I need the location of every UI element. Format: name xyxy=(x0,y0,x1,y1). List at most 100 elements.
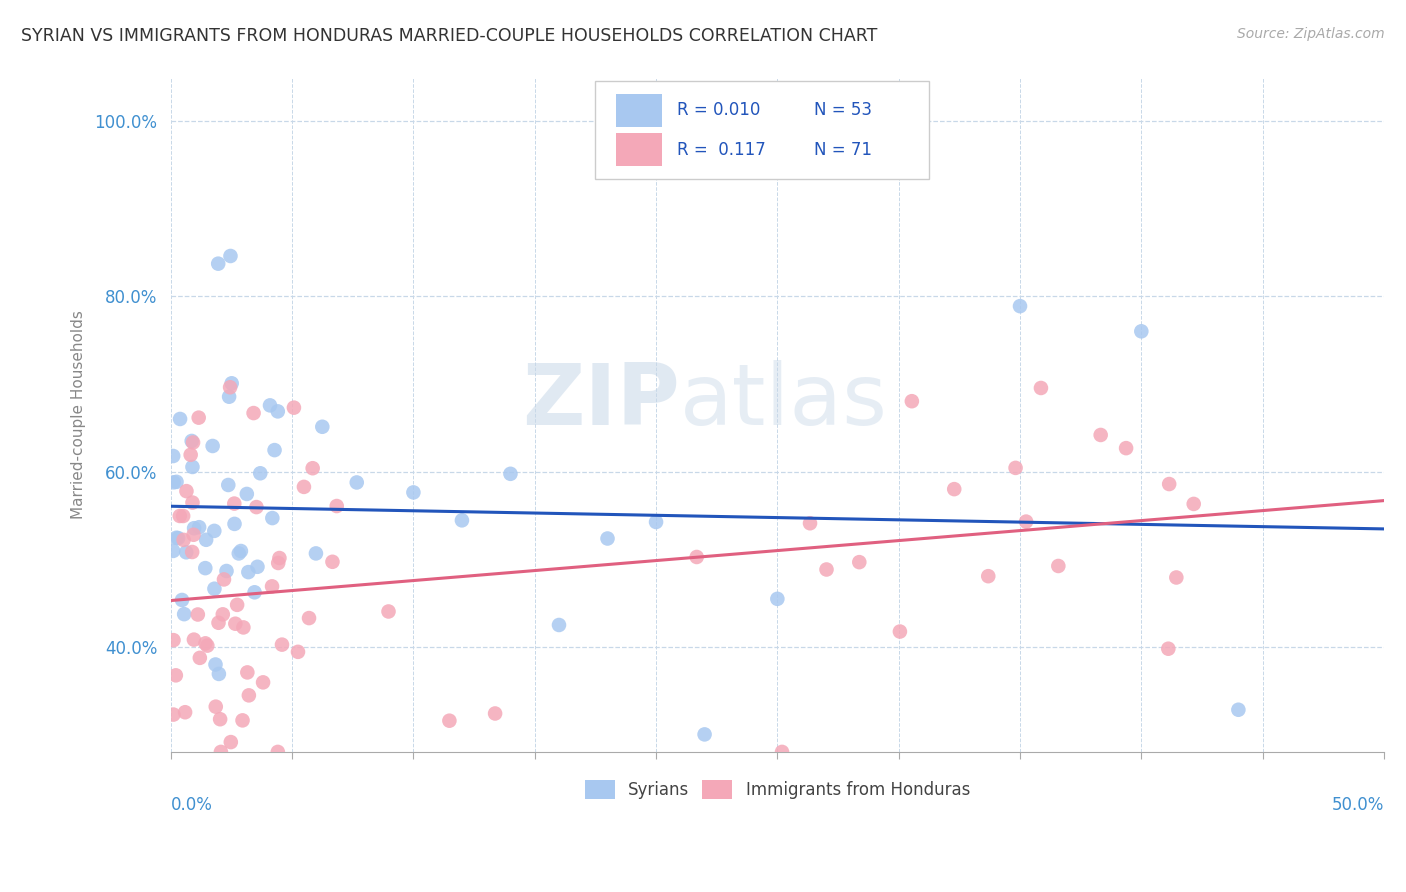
Point xyxy=(167,531,190,545)
Point xyxy=(219,735,242,749)
Point xyxy=(218,390,240,404)
Point xyxy=(402,485,425,500)
Text: R = 0.010: R = 0.010 xyxy=(676,102,761,120)
Point xyxy=(298,611,321,625)
Point xyxy=(260,579,283,593)
Point xyxy=(201,439,224,453)
Point xyxy=(215,564,238,578)
Point xyxy=(172,508,194,523)
Point xyxy=(207,257,229,271)
Point xyxy=(242,406,264,420)
Point xyxy=(484,706,506,721)
Point xyxy=(169,412,191,426)
Text: atlas: atlas xyxy=(681,359,889,442)
Point xyxy=(188,651,211,665)
Point xyxy=(267,404,290,418)
Point xyxy=(163,475,186,490)
Point xyxy=(1047,559,1070,574)
Point xyxy=(181,435,204,450)
Point xyxy=(166,475,188,489)
Point xyxy=(301,461,323,475)
Point xyxy=(901,394,924,409)
Point xyxy=(209,712,232,726)
Point xyxy=(231,714,253,728)
Point xyxy=(183,632,205,647)
Point xyxy=(162,633,184,648)
Point xyxy=(1115,441,1137,455)
Point xyxy=(212,573,235,587)
Point xyxy=(1227,703,1250,717)
Point xyxy=(224,516,246,531)
Point xyxy=(263,443,285,458)
Point xyxy=(766,591,789,606)
Point xyxy=(346,475,368,490)
Point xyxy=(219,380,242,394)
Point xyxy=(232,620,254,634)
Point xyxy=(238,565,260,579)
Text: Source: ZipAtlas.com: Source: ZipAtlas.com xyxy=(1237,27,1385,41)
Point xyxy=(174,545,197,559)
Point xyxy=(267,556,290,570)
Point xyxy=(271,638,294,652)
Point xyxy=(246,559,269,574)
Text: ZIP: ZIP xyxy=(523,359,681,442)
Point xyxy=(194,561,217,575)
Point xyxy=(1029,381,1052,395)
Point xyxy=(236,665,259,680)
Point xyxy=(173,533,195,547)
Point xyxy=(224,616,246,631)
Point xyxy=(287,645,309,659)
Point xyxy=(325,499,347,513)
Point xyxy=(267,745,290,759)
Point xyxy=(204,699,226,714)
Point xyxy=(252,675,274,690)
Point xyxy=(377,605,399,619)
Legend: Syrians, Immigrants from Honduras: Syrians, Immigrants from Honduras xyxy=(579,775,976,805)
Point xyxy=(943,482,966,496)
Text: 0.0%: 0.0% xyxy=(170,796,212,814)
Point xyxy=(229,544,252,558)
Point xyxy=(451,513,474,527)
Text: R =  0.117: R = 0.117 xyxy=(676,141,765,159)
Point xyxy=(180,448,202,462)
Point xyxy=(217,478,239,492)
Point xyxy=(219,249,242,263)
Text: N = 71: N = 71 xyxy=(814,141,872,159)
Point xyxy=(815,562,838,576)
Point xyxy=(1015,515,1038,529)
Point xyxy=(245,500,267,514)
Point xyxy=(169,508,191,523)
Point xyxy=(226,598,249,612)
Point xyxy=(596,532,619,546)
Point xyxy=(243,585,266,599)
Text: N = 53: N = 53 xyxy=(814,102,872,120)
Point xyxy=(693,727,716,741)
Point xyxy=(176,484,198,499)
Point xyxy=(165,531,187,545)
Point xyxy=(188,520,211,534)
Text: 50.0%: 50.0% xyxy=(1331,796,1384,814)
Point xyxy=(1130,324,1153,338)
Point xyxy=(187,607,209,622)
Point xyxy=(204,657,226,672)
Point xyxy=(162,449,184,463)
Point xyxy=(259,398,281,412)
FancyBboxPatch shape xyxy=(595,81,929,178)
Point xyxy=(848,555,870,569)
Point xyxy=(224,497,246,511)
Point xyxy=(1182,497,1205,511)
Point xyxy=(187,410,209,425)
Point xyxy=(209,745,232,759)
Point xyxy=(195,639,218,653)
Point xyxy=(165,668,187,682)
Point xyxy=(207,615,229,630)
Point xyxy=(1166,570,1188,584)
Point xyxy=(162,707,184,722)
Point xyxy=(1004,461,1026,475)
Point xyxy=(1090,428,1112,442)
Point xyxy=(321,555,343,569)
Point xyxy=(208,667,231,681)
Point xyxy=(183,528,205,542)
Point xyxy=(686,549,709,564)
Y-axis label: Married-couple Households: Married-couple Households xyxy=(72,310,86,519)
